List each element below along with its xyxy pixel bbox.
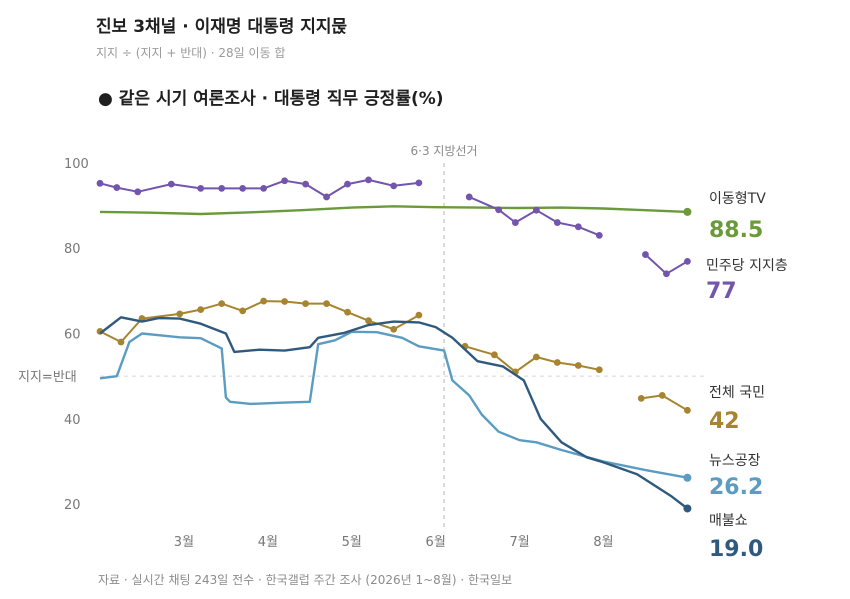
x-tick-label: 4월 xyxy=(258,535,278,550)
data-point xyxy=(96,179,104,187)
y-tick-label: 100 xyxy=(64,157,89,172)
poll-legend: ● 같은 시기 여론조사 · 대통령 직무 긍정률(%) xyxy=(98,89,444,109)
data-point xyxy=(642,251,649,258)
data-point xyxy=(365,317,372,325)
data-point xyxy=(595,231,603,239)
x-tick-label: 3월 xyxy=(174,535,194,550)
series-label: 민주당 지지층 xyxy=(706,258,788,274)
data-point xyxy=(167,180,175,188)
series-line xyxy=(99,178,420,198)
series-label: 뉴스공장 xyxy=(709,453,761,469)
data-point xyxy=(511,219,519,226)
data-point xyxy=(684,257,691,265)
x-tick-label: 8월 xyxy=(593,535,613,550)
series-label: 전체 국민 xyxy=(709,385,765,401)
x-tick-label: 5월 xyxy=(342,535,362,550)
series-end-value: 77 xyxy=(706,279,737,304)
data-point xyxy=(323,300,330,308)
data-point xyxy=(553,359,561,366)
source-note: 자료 · 실시간 채팅 243일 전수 · 한국갤럽 주간 조사 (2026년 … xyxy=(98,573,513,587)
data-point xyxy=(390,325,398,333)
data-point xyxy=(281,177,289,185)
series-line xyxy=(99,330,688,479)
series-end-value: 88.5 xyxy=(709,218,763,243)
data-point xyxy=(495,206,503,214)
data-point xyxy=(239,185,247,192)
data-point xyxy=(197,185,205,192)
data-point xyxy=(281,298,289,305)
data-point xyxy=(415,311,423,319)
series-end-value: 26.2 xyxy=(709,475,763,500)
data-point xyxy=(465,193,473,201)
data-point xyxy=(134,188,142,196)
y-tick-label: 80 xyxy=(64,242,81,257)
series-line xyxy=(99,205,688,216)
data-point xyxy=(176,310,184,318)
data-point xyxy=(415,179,423,187)
data-point xyxy=(197,306,205,314)
data-point xyxy=(260,185,268,192)
data-point xyxy=(302,300,309,308)
chart-subtitle: 지지 ÷ (지지 + 반대) · 28일 이동 합 xyxy=(96,46,286,60)
y-tick-label: 40 xyxy=(64,413,81,428)
y-tick-label: 20 xyxy=(64,498,81,513)
data-point xyxy=(595,366,603,374)
data-point xyxy=(658,391,666,399)
data-point xyxy=(663,270,670,278)
data-point xyxy=(637,394,645,402)
data-point xyxy=(113,184,121,191)
data-point xyxy=(239,307,247,315)
data-point xyxy=(390,182,398,190)
y-tick-label: 60 xyxy=(64,328,81,343)
chart-title: 진보 3채널 · 이재명 대통령 지지묹 xyxy=(96,17,348,37)
data-point xyxy=(344,180,351,188)
x-tick-label: 6월 xyxy=(426,535,446,550)
reference-line-label: 지지=반대 xyxy=(18,370,77,385)
data-point xyxy=(218,300,226,308)
data-point xyxy=(553,219,561,226)
series-label: 매불쇼 xyxy=(709,513,748,529)
end-marker xyxy=(683,473,692,482)
data-point xyxy=(574,362,582,369)
data-point xyxy=(532,206,540,214)
data-point xyxy=(344,308,351,316)
event-line-label: 6·3 지방선거 xyxy=(411,144,478,158)
data-point xyxy=(491,351,498,359)
data-point xyxy=(302,180,309,188)
x-tick-label: 7월 xyxy=(509,535,529,550)
series-label: 이동형TV xyxy=(709,191,766,207)
data-point xyxy=(532,353,540,361)
data-point xyxy=(574,223,582,231)
series-end-value: 42 xyxy=(709,409,740,434)
end-marker xyxy=(683,504,692,513)
data-point xyxy=(260,297,268,305)
data-point xyxy=(365,176,372,184)
data-point xyxy=(323,193,330,201)
data-point xyxy=(218,185,226,192)
series-end-value: 19.0 xyxy=(709,537,763,562)
data-point xyxy=(684,406,691,414)
series-line xyxy=(99,316,689,510)
end-marker xyxy=(683,207,692,216)
data-point xyxy=(117,338,125,346)
